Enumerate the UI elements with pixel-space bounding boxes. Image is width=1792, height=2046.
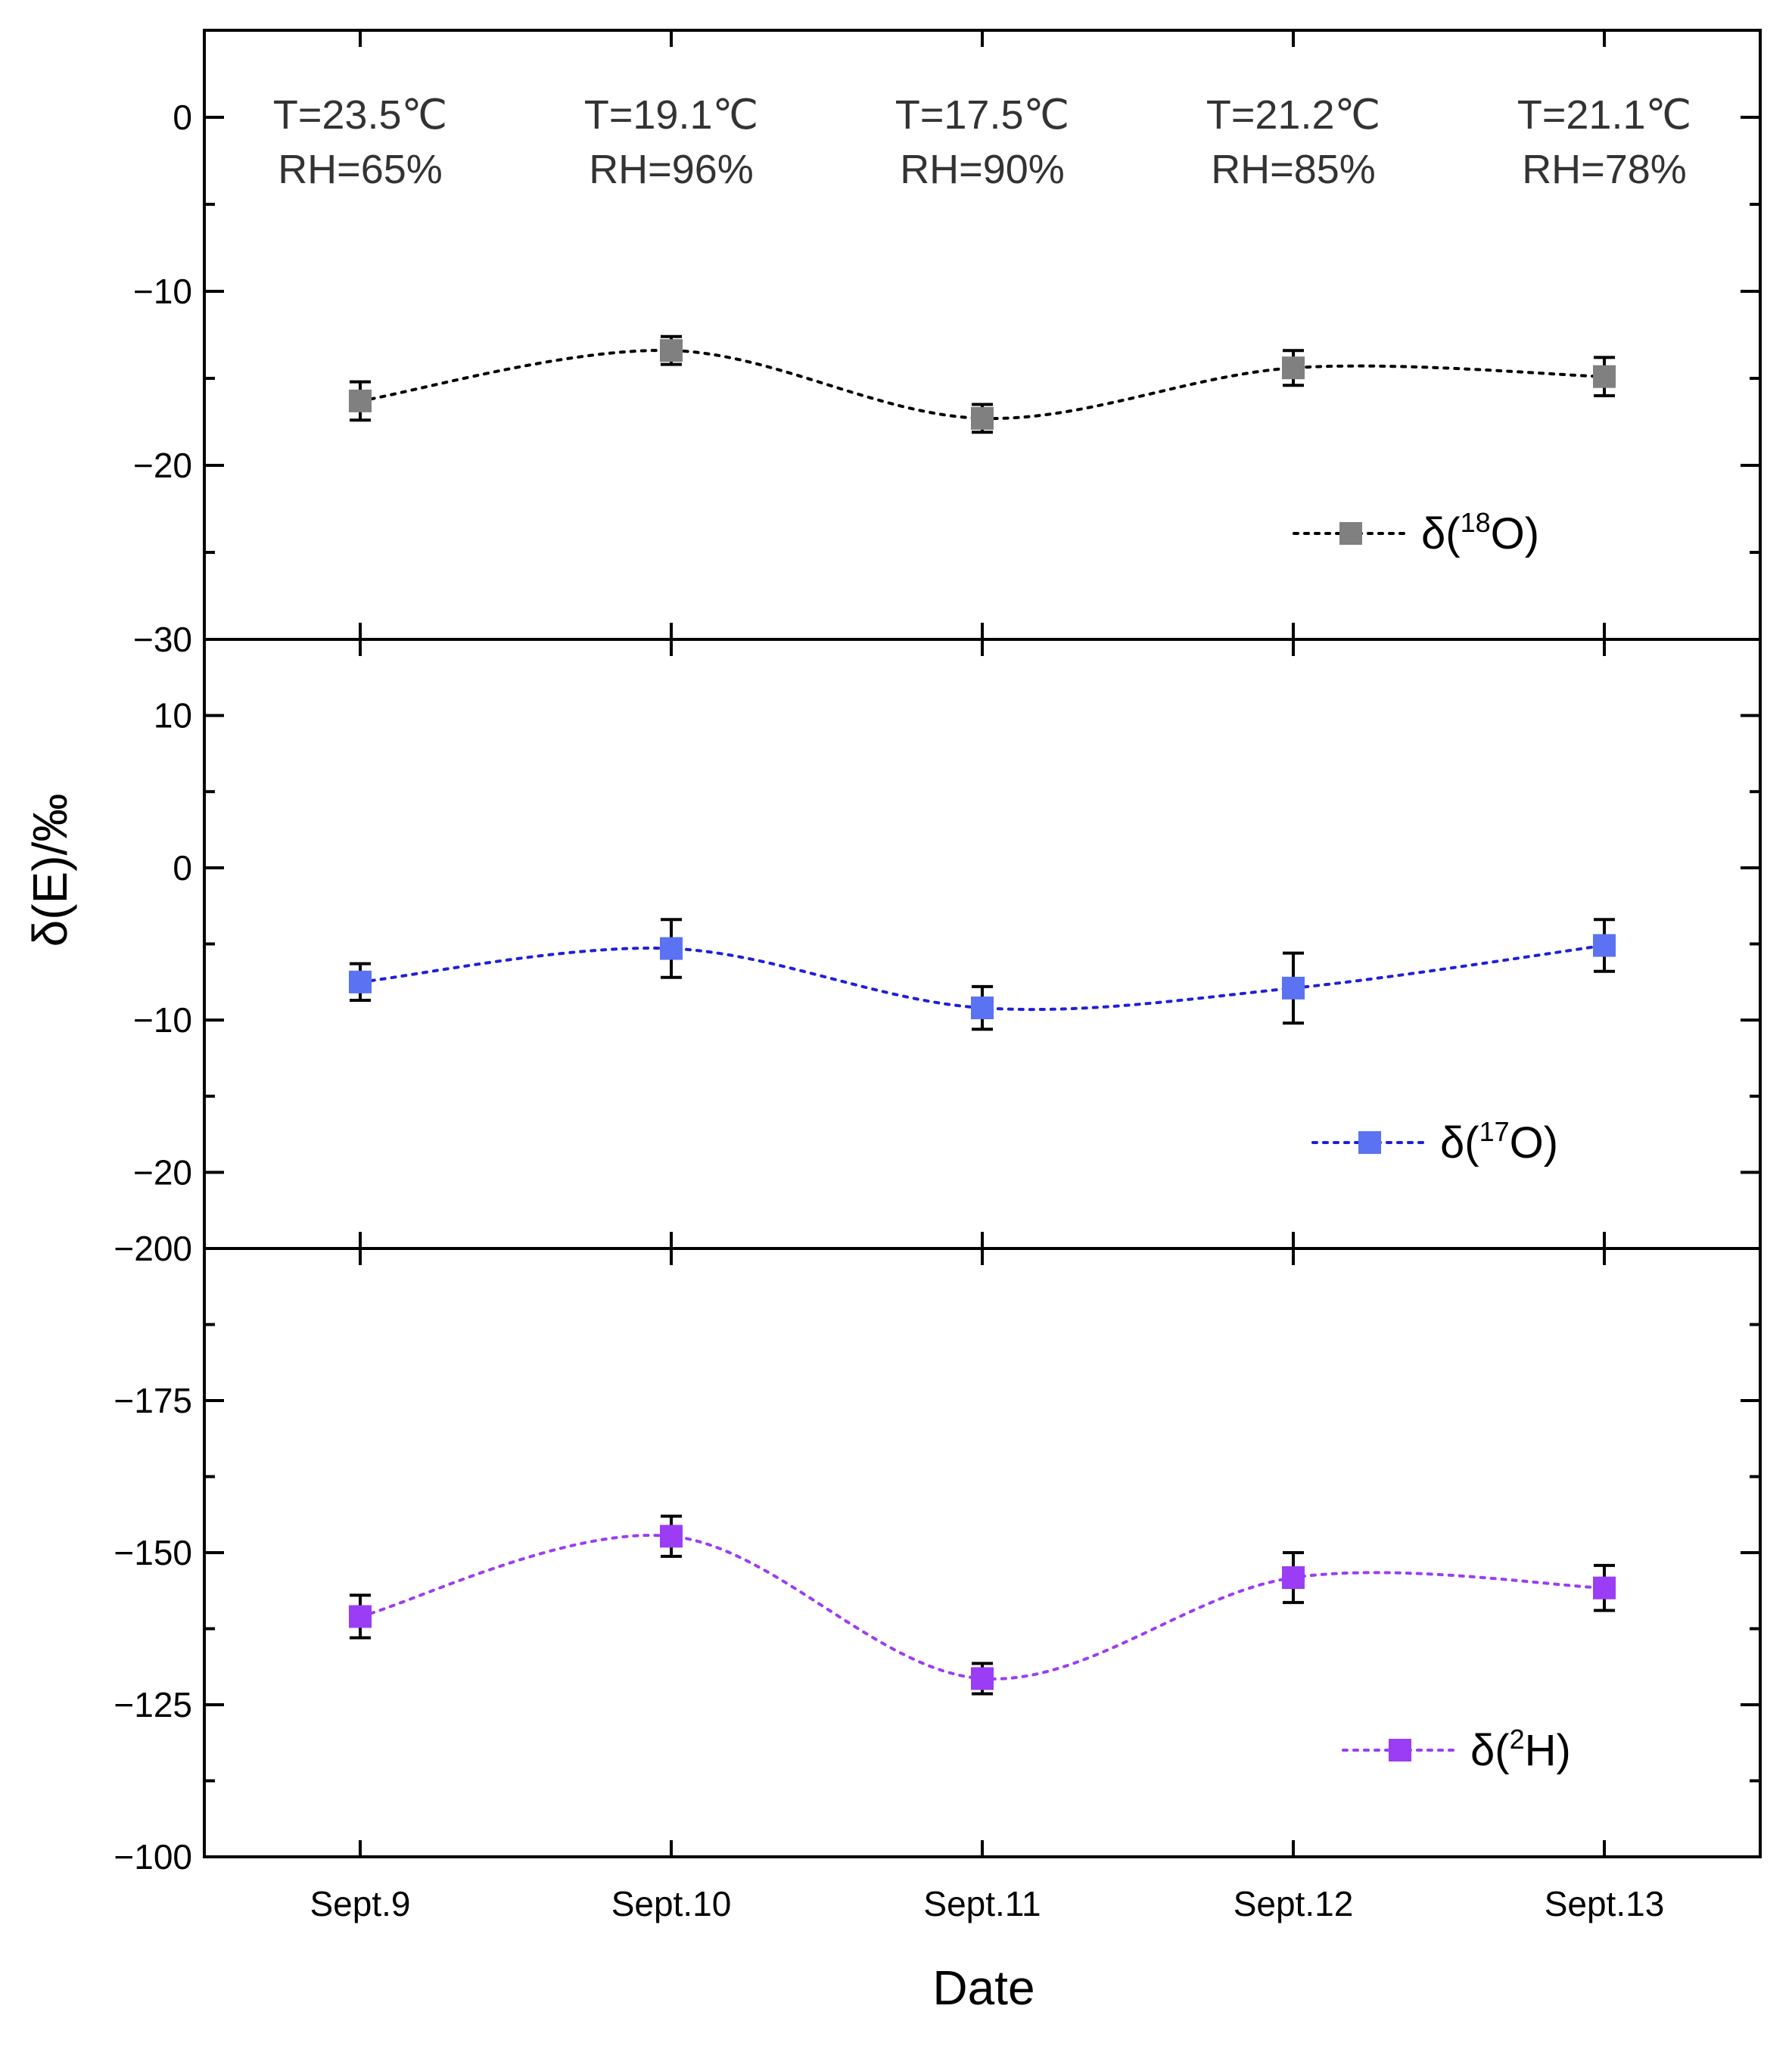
y-tick-label-d2H: −125 <box>114 1685 192 1724</box>
data-point-d18O <box>660 339 683 362</box>
data-point-d17O <box>1593 934 1616 957</box>
y-tick-label-d18O: −10 <box>133 272 192 311</box>
data-point-d17O <box>660 937 683 960</box>
x-tick-label: Sept.12 <box>1234 1884 1354 1923</box>
x-tick-label: Sept.10 <box>611 1884 732 1923</box>
y-axis-title: δ(E)/‰ <box>23 794 77 947</box>
data-point-d2H <box>1282 1566 1305 1589</box>
chart-labels: 0 −10 −20 −30 δ(18O) 10 0 −10 −20 δ(17O) −200 −175 −… <box>114 92 1691 1923</box>
condition-temperature: T=19.1℃ <box>584 92 758 138</box>
condition-humidity: RH=85% <box>1211 147 1376 192</box>
data-point-d2H <box>971 1667 994 1690</box>
condition-temperature: T=21.1℃ <box>1517 92 1691 138</box>
data-series <box>349 334 1616 1696</box>
data-point-d17O <box>1282 976 1305 1000</box>
condition-humidity: RH=96% <box>589 147 754 192</box>
data-point-d18O <box>1282 356 1305 380</box>
legend-marker-d17O <box>1358 1131 1381 1154</box>
data-point-d2H <box>660 1525 683 1548</box>
y-tick-label-d18O: −20 <box>133 446 192 485</box>
x-tick-label: Sept.13 <box>1545 1884 1665 1923</box>
y-tick-label-d17O: 0 <box>173 848 192 888</box>
plot-frame <box>203 29 1762 1858</box>
legend-marker-d18O <box>1339 522 1362 545</box>
legend-marker-d2H <box>1389 1739 1411 1761</box>
condition-temperature: T=23.5℃ <box>273 92 447 138</box>
data-point-d17O <box>971 997 994 1020</box>
y-tick-label-d2H: −150 <box>114 1533 192 1572</box>
condition-humidity: RH=65% <box>278 147 443 192</box>
y-tick-label-d17O: 10 <box>154 696 192 735</box>
condition-humidity: RH=90% <box>900 147 1065 192</box>
x-tick-label: Sept.11 <box>923 1884 1041 1923</box>
x-tick-label: Sept.9 <box>310 1884 411 1923</box>
series-line-d2H <box>359 1534 1606 1681</box>
x-axis-title: Date <box>932 1960 1034 2015</box>
data-point-d2H <box>349 1605 372 1628</box>
y-tick-label-d18O: −30 <box>133 620 192 659</box>
data-point-d18O <box>349 389 372 412</box>
legend-label-d18O: δ(18O) <box>1421 507 1539 558</box>
data-point-d17O <box>349 970 372 993</box>
legend-label-d2H: δ(2H) <box>1470 1724 1571 1775</box>
y-tick-label-d17O: −20 <box>133 1152 192 1192</box>
condition-temperature: T=21.2℃ <box>1206 92 1380 138</box>
data-point-d18O <box>1593 365 1616 388</box>
y-tick-label-d2H: −100 <box>114 1837 192 1877</box>
condition-humidity: RH=78% <box>1522 147 1687 192</box>
series-line-d17O <box>359 944 1606 1012</box>
y-tick-label-d2H: −175 <box>114 1381 192 1420</box>
legend-label-d17O: δ(17O) <box>1440 1116 1558 1168</box>
data-point-d18O <box>971 406 994 430</box>
y-tick-label-d18O: 0 <box>173 98 192 137</box>
y-tick-label-d2H: −200 <box>114 1229 192 1268</box>
y-tick-label-d17O: −10 <box>133 1000 192 1040</box>
data-point-d2H <box>1593 1576 1616 1600</box>
condition-temperature: T=17.5℃ <box>895 92 1069 138</box>
